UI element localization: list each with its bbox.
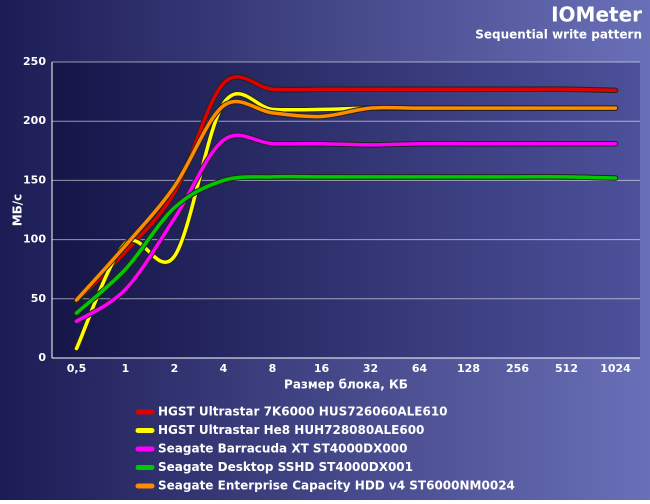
y-axis-label: МБ/с bbox=[11, 194, 25, 227]
x-tick-label: 32 bbox=[363, 362, 378, 375]
x-tick-label: 128 bbox=[457, 362, 480, 375]
x-tick-label: 256 bbox=[506, 362, 529, 375]
y-tick-label: 100 bbox=[23, 233, 46, 246]
x-tick-label: 1024 bbox=[600, 362, 631, 375]
x-tick-label: 8 bbox=[269, 362, 277, 375]
x-tick-label: 16 bbox=[314, 362, 330, 375]
legend-label: HGST Ultrastar He8 HUH728080ALE600 bbox=[158, 423, 424, 437]
chart-subtitle: Sequential write pattern bbox=[475, 28, 642, 42]
series-line bbox=[74, 133, 618, 324]
y-tick-label: 150 bbox=[23, 173, 46, 186]
x-tick-label: 512 bbox=[555, 362, 578, 375]
legend-label: Seagate Enterprise Capacity HDD v4 ST600… bbox=[158, 479, 515, 493]
x-tick-label: 1 bbox=[122, 362, 130, 375]
x-tick-label: 4 bbox=[220, 362, 228, 375]
x-tick-label: 0,5 bbox=[67, 362, 87, 375]
series-line bbox=[74, 75, 618, 303]
series-line bbox=[74, 99, 618, 302]
y-tick-label: 50 bbox=[31, 292, 47, 305]
legend-label: Seagate Barracuda XT ST4000DX000 bbox=[158, 442, 407, 456]
x-tick-label: 2 bbox=[171, 362, 179, 375]
legend-label: Seagate Desktop SSHD ST4000DX001 bbox=[158, 460, 413, 474]
y-tick-label: 250 bbox=[23, 55, 46, 68]
x-axis-label: Размер блока, КБ bbox=[284, 378, 408, 392]
y-tick-label: 200 bbox=[23, 114, 46, 127]
x-tick-label: 64 bbox=[412, 362, 428, 375]
series-line bbox=[74, 174, 618, 315]
y-tick-label: 0 bbox=[38, 351, 46, 364]
chart-title: IOMeter bbox=[551, 3, 642, 27]
legend-label: HGST Ultrastar 7K6000 HUS726060ALE610 bbox=[158, 405, 448, 419]
